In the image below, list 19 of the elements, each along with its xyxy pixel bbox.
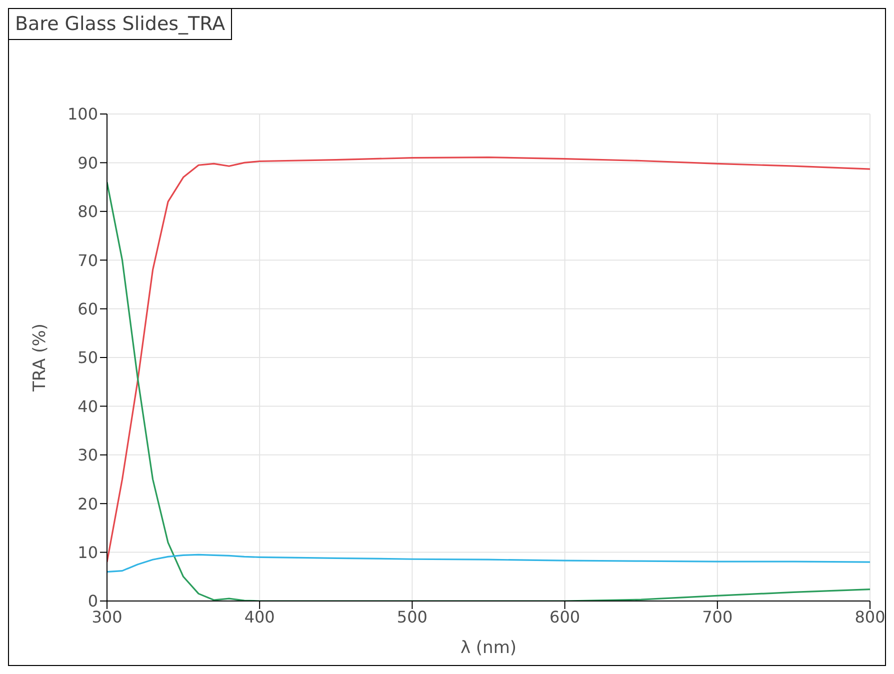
y-tick-label: 60 bbox=[78, 299, 98, 318]
y-tick-label: 70 bbox=[78, 250, 98, 270]
y-axis-title: TRA (%) bbox=[30, 324, 50, 392]
chart-title: Bare Glass Slides_TRA bbox=[9, 9, 232, 40]
y-tick-label: 30 bbox=[78, 446, 98, 465]
y-tick-label: 40 bbox=[78, 396, 98, 416]
y-tick-label: 90 bbox=[78, 153, 98, 172]
y-tick-label: 100 bbox=[67, 104, 98, 124]
y-tick-label: 10 bbox=[78, 542, 98, 562]
y-tick-label: 20 bbox=[78, 494, 98, 514]
x-tick-label: 400 bbox=[244, 607, 275, 626]
x-tick-label: 700 bbox=[702, 607, 733, 626]
x-axis-title: λ (nm) bbox=[460, 638, 517, 658]
x-tick-label: 800 bbox=[854, 607, 886, 626]
line-series bbox=[107, 554, 870, 573]
x-tick-label: 600 bbox=[550, 607, 580, 626]
y-tick-label: 80 bbox=[78, 202, 98, 222]
x-tick-label: 500 bbox=[396, 607, 428, 626]
y-tick-label: 50 bbox=[78, 348, 98, 368]
